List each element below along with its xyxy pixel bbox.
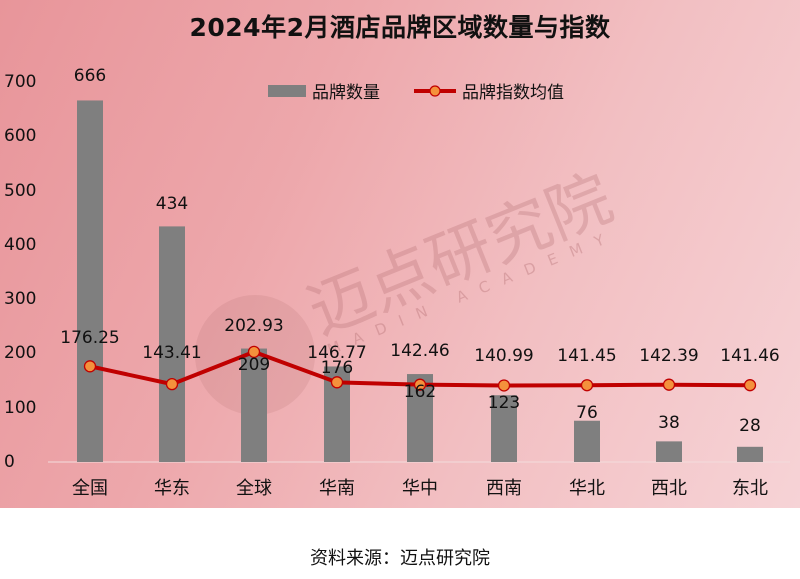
y-tick-label: 600 [4, 126, 37, 147]
line-marker [247, 345, 261, 358]
bar-value-label: 76 [576, 403, 598, 423]
y-tick-label: 400 [4, 234, 37, 255]
line-marker [497, 379, 511, 392]
y-tick-label: 500 [4, 180, 37, 201]
line-value-label: 141.45 [557, 346, 617, 366]
bar-value-label: 28 [739, 416, 761, 436]
line-value-label: 146.77 [307, 343, 367, 363]
legend-item-bar: 品牌数量 [268, 78, 380, 103]
y-tick-label: 0 [4, 452, 15, 472]
line-marker [330, 376, 344, 389]
x-tick-label: 西北 [651, 478, 687, 499]
bar-value-label: 162 [403, 382, 437, 402]
line-value-label: 141.46 [720, 346, 780, 366]
line-value-label: 176.25 [60, 328, 120, 348]
bar-value-label: 38 [658, 413, 680, 433]
x-tick-label: 华南 [319, 478, 355, 499]
legend-item-line: 品牌指数均值 [414, 78, 564, 103]
bar-value-label: 176 [320, 358, 354, 378]
legend-bar-label: 品牌数量 [312, 83, 380, 103]
line-marker [165, 377, 179, 391]
legend-bar-swatch-icon [268, 84, 306, 97]
plot-area [48, 100, 790, 463]
chart-title: 2024年2月酒店品牌区域数量与指数 [189, 13, 611, 42]
bar [159, 226, 185, 462]
x-tick-label: 西南 [486, 478, 522, 499]
legend-line-swatch-icon [414, 84, 456, 97]
x-tick-label: 华北 [569, 478, 605, 499]
bar [656, 441, 682, 462]
x-tick-label: 全国 [72, 478, 108, 499]
y-tick-label: 200 [4, 343, 37, 364]
line-marker [743, 379, 757, 392]
legend-line-label: 品牌指数均值 [462, 83, 564, 103]
line-marker [580, 379, 594, 392]
x-tick-label: 东北 [732, 478, 768, 499]
line-value-label: 142.39 [639, 346, 699, 366]
bar-value-label: 434 [155, 194, 189, 214]
line-value-label: 143.41 [142, 343, 202, 363]
line-value-label: 140.99 [474, 346, 534, 366]
x-tick-label: 全球 [236, 478, 272, 499]
x-tick-label: 华中 [402, 478, 438, 499]
source-footer: 资料来源：迈点研究院 [310, 548, 490, 569]
y-tick-label: 700 [4, 72, 37, 92]
bar [574, 420, 600, 462]
line-value-label: 202.93 [224, 316, 284, 336]
x-tick-label: 华东 [154, 478, 190, 499]
chart-area: 迈点研究院 MADIN ACADEMY 2024年2月酒店品牌区域数量与指数 品… [0, 0, 800, 508]
bar [77, 100, 103, 462]
y-tick-label: 100 [4, 397, 37, 418]
bar-value-label: 123 [487, 393, 521, 413]
bar [737, 446, 763, 462]
bar [491, 395, 517, 462]
line-marker [662, 378, 676, 391]
line-marker [413, 378, 427, 391]
line-value-label: 142.46 [390, 341, 450, 361]
bar [241, 348, 267, 462]
bar-value-label: 209 [237, 355, 271, 375]
y-tick-label: 300 [4, 289, 37, 310]
line-marker [83, 360, 97, 373]
bar-value-label: 666 [73, 66, 107, 86]
